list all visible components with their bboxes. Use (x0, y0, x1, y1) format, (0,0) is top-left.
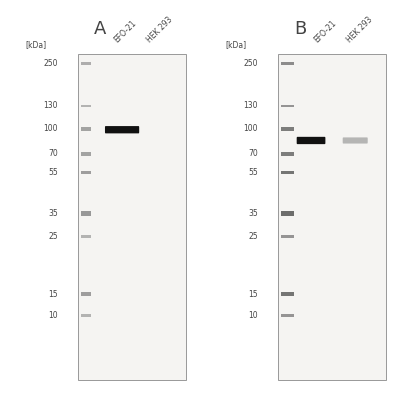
Bar (281, 171, 294, 174)
Bar (81, 211, 91, 216)
Bar (281, 314, 294, 316)
Text: B: B (294, 20, 306, 38)
Text: 250: 250 (43, 59, 58, 68)
Text: 55: 55 (48, 168, 58, 177)
FancyBboxPatch shape (297, 137, 325, 144)
Bar (281, 211, 294, 216)
FancyBboxPatch shape (343, 138, 368, 144)
Text: 130: 130 (243, 102, 258, 110)
Text: 15: 15 (48, 290, 58, 298)
Text: 70: 70 (248, 150, 258, 158)
Bar (281, 152, 294, 156)
Text: 25: 25 (248, 232, 258, 241)
Text: 55: 55 (248, 168, 258, 177)
Text: 70: 70 (48, 150, 58, 158)
Text: 100: 100 (43, 124, 58, 134)
Text: HEK 293: HEK 293 (145, 15, 174, 44)
Bar (278, 54, 386, 380)
Text: 250: 250 (243, 59, 258, 68)
Bar (81, 152, 91, 156)
Bar (281, 104, 294, 107)
Bar (81, 314, 91, 316)
Bar (81, 235, 91, 238)
Bar (281, 62, 294, 65)
Text: 100: 100 (243, 124, 258, 134)
Bar (281, 127, 294, 131)
Bar (81, 171, 91, 174)
Bar (281, 235, 294, 238)
Text: HEK 293: HEK 293 (345, 15, 374, 44)
Text: 15: 15 (248, 290, 258, 298)
Bar (81, 62, 91, 65)
Bar (81, 292, 91, 296)
Text: 10: 10 (248, 311, 258, 320)
Text: 25: 25 (48, 232, 58, 241)
Text: A: A (94, 20, 106, 38)
Bar (281, 292, 294, 296)
FancyBboxPatch shape (105, 126, 139, 133)
Text: 10: 10 (48, 311, 58, 320)
Bar (78, 54, 186, 380)
Text: 130: 130 (43, 102, 58, 110)
Text: EFO-21: EFO-21 (112, 19, 138, 44)
Text: 35: 35 (248, 209, 258, 218)
Text: [kDa]: [kDa] (25, 40, 46, 49)
Bar (81, 104, 91, 107)
Text: EFO-21: EFO-21 (312, 19, 338, 44)
Text: [kDa]: [kDa] (225, 40, 246, 49)
Text: 35: 35 (48, 209, 58, 218)
Bar (81, 127, 91, 131)
